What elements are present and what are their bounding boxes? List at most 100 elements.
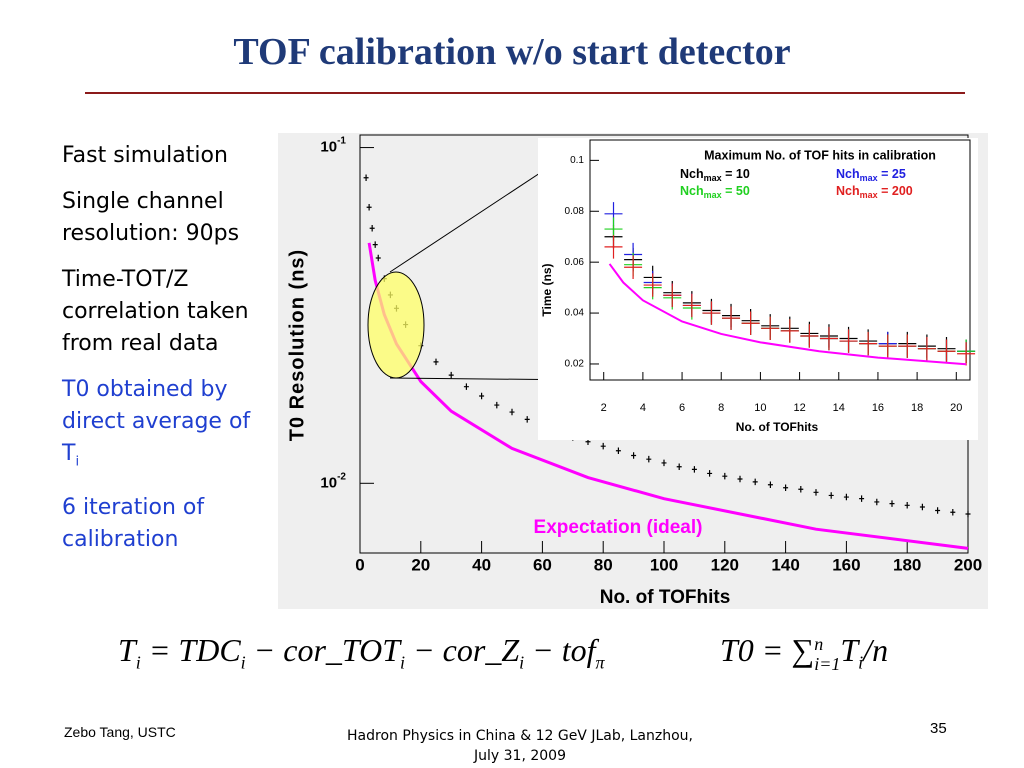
x-tick-label: 140 (771, 555, 799, 574)
formula-subscript: i (240, 652, 246, 673)
inset-x-tick-label: 4 (640, 402, 646, 414)
data-point (937, 339, 956, 363)
data-point (919, 503, 925, 511)
annotation: Expectation (ideal) (534, 517, 703, 538)
data-point (676, 463, 682, 471)
formula-subscript: i (400, 652, 406, 673)
bullet-text: Time-TOT/Z correlation taken from real d… (62, 267, 249, 356)
page-number: 35 (930, 720, 947, 737)
inset-x-tick-label: 6 (679, 402, 685, 414)
bullet: Time-TOT/Z correlation taken from real d… (62, 264, 274, 360)
data-point (904, 502, 910, 509)
inset-panel (538, 138, 978, 440)
data-point (463, 383, 469, 390)
formula-ti: Ti = TDCi − cor_TOTi − cor_Zi − tofπ (118, 632, 605, 673)
bullet-list: Fast simulation Single channel resolution… (62, 140, 274, 570)
data-point (819, 326, 838, 351)
data-point (828, 492, 834, 499)
bullet: T0 obtained by direct average of Ti (62, 374, 274, 478)
data-point (761, 316, 780, 341)
inset-x-tick-label: 12 (793, 402, 805, 414)
inset-x-tick-label: 16 (872, 402, 884, 414)
data-point (631, 452, 637, 459)
data-point (682, 293, 701, 318)
data-point (965, 510, 971, 518)
formula-term: T (118, 632, 136, 668)
formula-term: = TDC (140, 632, 241, 668)
inset-y-tick-label: 0.04 (565, 308, 585, 319)
formula-upper: n (814, 633, 824, 654)
data-point (479, 392, 485, 400)
bullet-text: 6 iteration of calibration (62, 495, 205, 553)
formula-subscript: i (519, 652, 525, 673)
data-point (615, 447, 621, 455)
x-tick-label: 180 (893, 555, 921, 574)
formula-main: T0 = ∑ (720, 632, 815, 668)
data-point (767, 481, 773, 489)
footer-event-text: Hadron Physics in China & 12 GeV JLab, L… (347, 728, 693, 744)
data-point (643, 273, 662, 297)
data-point (494, 401, 500, 409)
data-point (737, 475, 743, 483)
data-point (800, 324, 819, 348)
formula-term: − tof (524, 632, 596, 668)
inset-x-axis-label: No. of TOFhits (736, 420, 819, 434)
data-point (604, 235, 623, 259)
formula-t0: T0 = ∑ n i=1 Ti/n (720, 632, 888, 674)
inset-x-tick-label: 20 (950, 402, 962, 414)
data-point (950, 508, 956, 516)
bullet: Single channel resolution: 90ps (62, 186, 274, 250)
legend-label: Nchmax = 10 (680, 167, 750, 183)
bullet-text: Single channel resolution: 90ps (62, 189, 240, 246)
data-point (741, 311, 760, 335)
data-point (448, 371, 454, 379)
bullet: Fast simulation (62, 140, 274, 172)
x-tick-label: 60 (533, 555, 552, 574)
y-tick-label: 10-1 (320, 135, 346, 155)
y-tick-label: 10-2 (320, 471, 346, 491)
legend-label: Nchmax = 50 (680, 184, 750, 200)
x-tick-label: 20 (411, 555, 430, 574)
inset-y-tick-label: 0.02 (565, 359, 585, 370)
data-point (691, 466, 697, 473)
x-tick-label: 120 (711, 555, 739, 574)
x-tick-label: 160 (832, 555, 860, 574)
bullet-text: Fast simulation (62, 143, 228, 168)
x-tick-label: 200 (954, 555, 982, 574)
formula-subscript: π (595, 652, 605, 673)
formula-subscript: i (858, 652, 864, 673)
data-point (878, 334, 897, 358)
formula-lower: i=1 (814, 653, 841, 674)
data-point (524, 416, 530, 423)
data-point (369, 225, 375, 232)
legend-label: Nchmax = 25 (836, 167, 906, 183)
inset-x-tick-label: 10 (754, 402, 766, 414)
data-point (839, 329, 858, 353)
data-point (889, 500, 895, 507)
data-point (366, 204, 372, 211)
inset-x-tick-label: 8 (718, 402, 724, 414)
formula-term: − cor_Z (405, 632, 520, 668)
data-point (813, 489, 819, 496)
data-point (798, 486, 804, 493)
data-point (375, 254, 381, 262)
formula-term: T (840, 632, 859, 668)
data-point (783, 484, 789, 491)
data-point (433, 358, 439, 366)
bullet-text: T0 obtained by direct average of T (62, 377, 251, 466)
data-point (874, 498, 880, 506)
inset-y-tick-label: 0.1 (570, 155, 584, 166)
data-point (935, 507, 941, 514)
data-point (646, 455, 652, 463)
data-point (859, 331, 878, 356)
data-point (702, 301, 721, 325)
data-point (780, 319, 799, 343)
legend-label: Nchmax = 200 (836, 184, 913, 200)
inset-y-tick-label: 0.06 (565, 257, 585, 268)
data-point (722, 472, 728, 480)
data-point (898, 334, 917, 358)
data-point (917, 336, 936, 361)
data-point (843, 493, 849, 501)
inset-x-tick-label: 18 (911, 402, 923, 414)
inset-title: Maximum No. of TOF hits in calibration (704, 148, 936, 162)
